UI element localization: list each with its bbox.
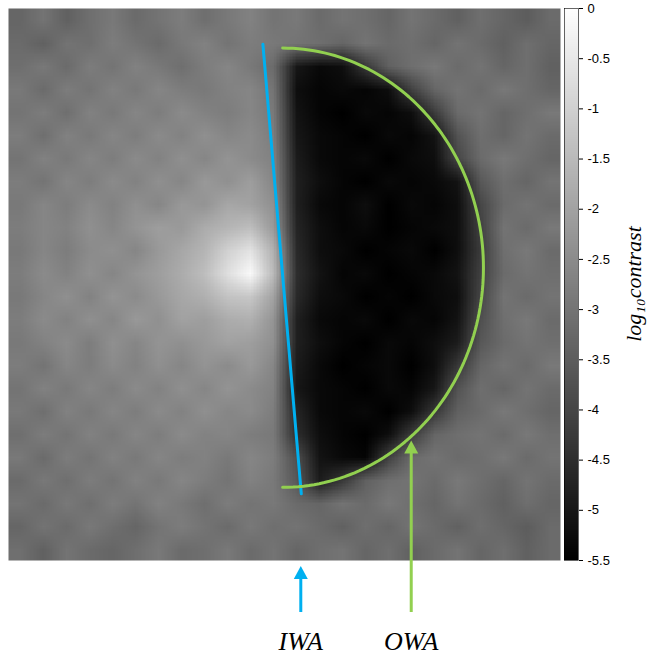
svg-text:-5: -5 [588, 502, 600, 517]
svg-text:OWA: OWA [384, 627, 439, 656]
svg-text:-5.5: -5.5 [588, 553, 610, 568]
svg-text:log₁₀contrast: log₁₀contrast [621, 225, 646, 341]
svg-text:-1.5: -1.5 [588, 151, 610, 166]
svg-text:-4.5: -4.5 [588, 452, 610, 467]
svg-text:-0.5: -0.5 [588, 51, 610, 66]
svg-text:-1: -1 [588, 101, 600, 116]
svg-text:-3.5: -3.5 [588, 352, 610, 367]
svg-text:-3: -3 [588, 302, 600, 317]
svg-text:IWA: IWA [278, 627, 324, 656]
svg-text:-2: -2 [588, 201, 600, 216]
svg-text:0: 0 [588, 1, 595, 16]
svg-text:-2.5: -2.5 [588, 252, 610, 267]
svg-text:-4: -4 [588, 402, 600, 417]
